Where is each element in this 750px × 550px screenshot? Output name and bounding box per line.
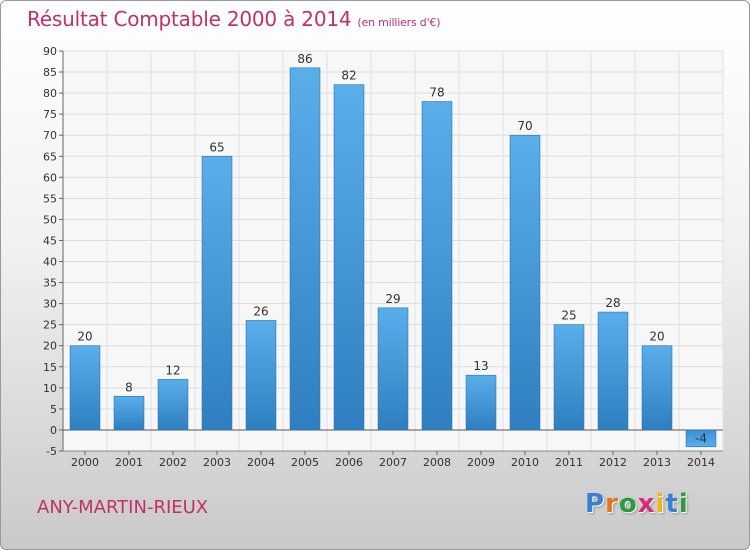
bar-2008 [421,101,453,431]
x-tick-label-2014: 2014 [687,456,715,469]
y-tick-label: 20 [43,340,57,353]
y-tick-label: 50 [43,213,57,226]
bar-2012 [597,311,629,431]
bar-2004 [245,320,277,431]
y-tick-label: -5 [46,445,57,458]
y-tick-label: 0 [50,424,57,437]
y-tick-label: 40 [43,256,57,269]
label-layer: 20 8 12 65 26 86 82 29 78 13 70 25 28 20 -4 [77,52,707,446]
bar-2011 [553,324,585,431]
x-tick-label-2006: 2006 [335,456,363,469]
x-tick-label-2008: 2008 [423,456,451,469]
bar-2014 [685,429,717,448]
data-label-2014: -4 [695,431,707,445]
bar-2001 [113,395,145,431]
y-tick-label: 55 [43,192,57,205]
chart-subtitle: (en milliers d'€) [357,16,441,29]
commune-name: ANY-MARTIN-RIEUX [37,497,209,518]
bar-2007 [377,307,409,431]
bar-2013 [641,345,673,431]
y-tick-label: 25 [43,319,57,332]
y-tick-label: 60 [43,171,57,184]
data-label-2004: 26 [253,304,268,318]
x-tick-label-2005: 2005 [291,456,319,469]
y-tick-label: 75 [43,108,57,121]
proxiti-logo: Proxiti [585,489,689,519]
x-tick-label-2004: 2004 [247,456,275,469]
y-tick-label: 90 [43,45,57,58]
logo-letter: x [637,489,656,519]
y-tick-label: 80 [43,87,57,100]
x-tick-label-2003: 2003 [203,456,231,469]
x-tick-label-2010: 2010 [511,456,539,469]
chart-title-text: Résultat Comptable 2000 à 2014 [27,7,352,31]
bar-2009 [465,374,497,431]
x-tick-label-2000: 2000 [71,456,99,469]
y-tick-label: 15 [43,361,57,374]
data-label-2005: 86 [297,52,312,66]
y-tick-label: 5 [50,403,57,416]
y-tick-label: 85 [43,66,57,79]
data-label-2002: 12 [165,363,180,377]
logo-letter: P [585,489,606,519]
y-tick-label: 45 [43,234,57,247]
data-label-2011: 25 [561,309,576,323]
bar-2003 [201,155,233,431]
data-label-2003: 65 [209,140,224,154]
data-label-2010: 70 [517,119,532,133]
logo-letter: r [605,489,619,519]
logo-letter: o [618,489,638,519]
chart-title: Résultat Comptable 2000 à 2014 (en millie… [27,7,441,31]
data-label-2008: 78 [429,86,444,100]
data-label-2007: 29 [385,292,400,306]
x-tick-label-2011: 2011 [555,456,583,469]
x-tick-label-2013: 2013 [643,456,671,469]
logo-letter: i [678,489,689,519]
bar-2010 [509,134,541,431]
bar-2002 [157,379,189,431]
x-tick-label-2007: 2007 [379,456,407,469]
y-tick-label: 10 [43,382,57,395]
data-label-2013: 20 [649,330,664,344]
data-label-2009: 13 [473,359,488,373]
x-tick-label-2012: 2012 [599,456,627,469]
data-label-2006: 82 [341,69,356,83]
logo-letter: i [655,489,666,519]
x-tick-label-2001: 2001 [115,456,143,469]
bar-2000 [69,345,101,431]
x-tick-label-2009: 2009 [467,456,495,469]
y-tick-label: 70 [43,129,57,142]
logo-letter: t [665,489,679,519]
y-tick-label: 35 [43,277,57,290]
bar-2006 [333,84,365,431]
bar-layer [69,67,717,448]
y-tick-label: 65 [43,150,57,163]
bar-2005 [289,67,321,431]
data-label-2012: 28 [605,296,620,310]
x-tick-label-2002: 2002 [159,456,187,469]
data-label-2000: 20 [77,330,92,344]
y-tick-label: 30 [43,298,57,311]
data-label-2001: 8 [125,380,133,394]
